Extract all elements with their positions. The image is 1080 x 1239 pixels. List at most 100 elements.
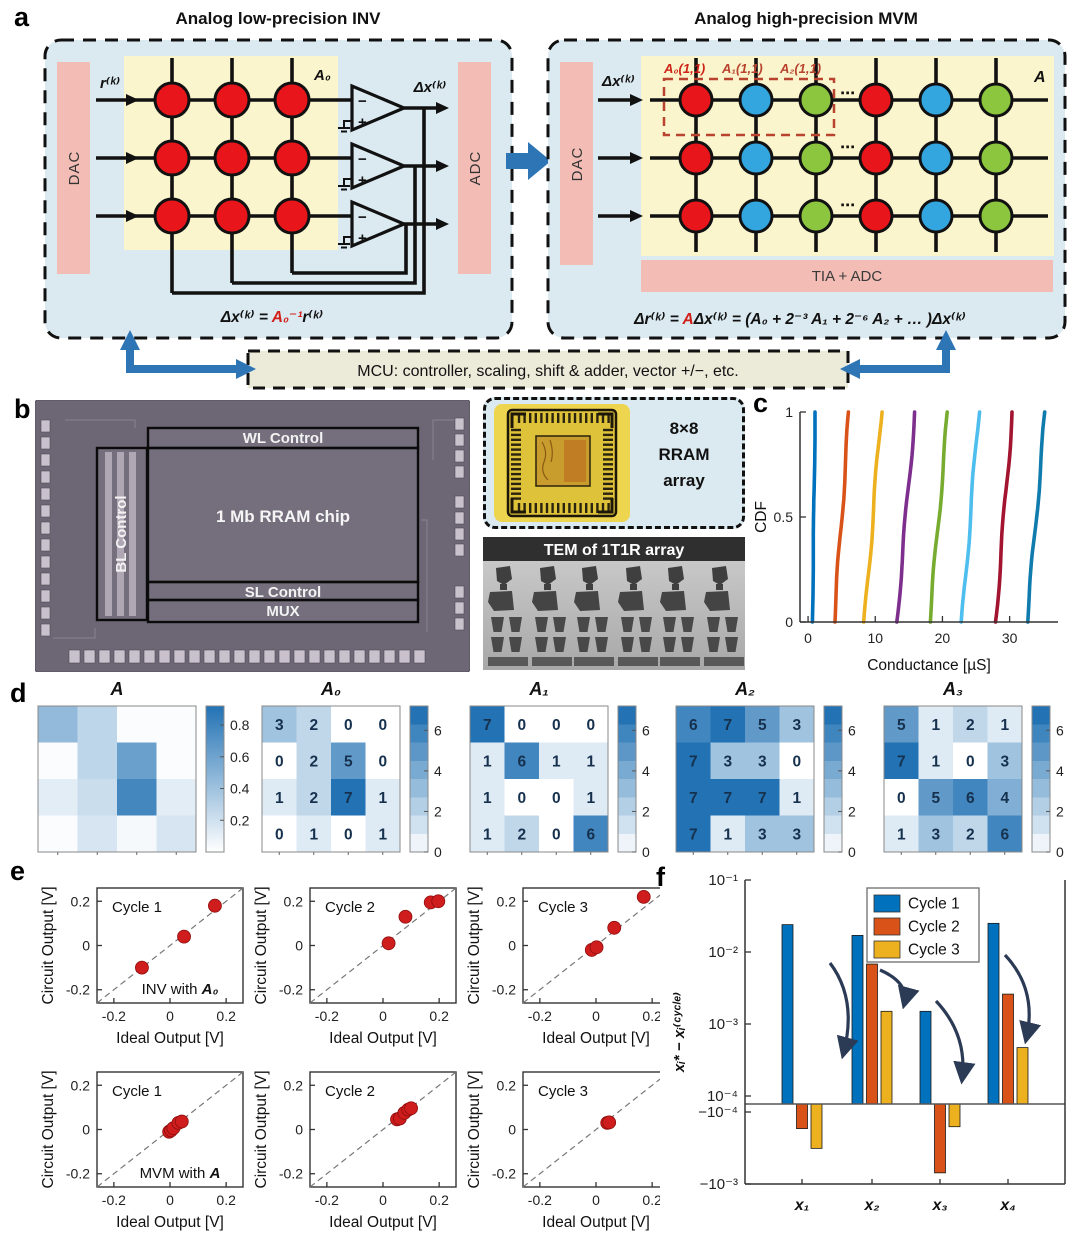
legend-label: Cycle 3 <box>908 942 960 959</box>
data-point <box>636 889 651 904</box>
tem-structures <box>488 566 744 666</box>
x-tick-label: 0.2 <box>216 1192 236 1208</box>
input-arrowhead-icon <box>630 94 643 106</box>
heatmap-cell-value: 3 <box>1000 753 1009 770</box>
heatmap-cell <box>262 779 297 816</box>
heatmap-cell <box>117 706 157 743</box>
heatmap-cell-value: 3 <box>792 717 801 734</box>
bond-pad <box>454 449 465 463</box>
panel-e-letter: e <box>10 856 26 886</box>
bar <box>987 922 1000 1105</box>
heatmap-cell <box>77 779 117 816</box>
tem-transistor <box>553 617 566 632</box>
heatmap-cell <box>504 815 539 852</box>
tem-transistor <box>491 617 504 632</box>
package-corner-mark <box>598 498 614 514</box>
inv-input-label: r⁽ᵏ⁾ <box>100 75 120 92</box>
colorbar-step <box>410 797 428 816</box>
colorbar-step <box>824 779 842 798</box>
y-tick-label: -0.2 <box>279 982 303 998</box>
bond-pad <box>454 433 465 447</box>
opamp-minus-sign: − <box>358 209 367 226</box>
bond-pad <box>40 623 51 637</box>
mvm-eq-post: Δx⁽ᵏ⁾ = (A₀ + 2⁻³ A₁ + 2⁻⁶ A₂ + … )Δx⁽ᵏ⁾ <box>693 311 966 328</box>
tem-transistor <box>621 637 634 652</box>
heatmap-cell <box>156 815 196 852</box>
colorbar-tick-label: 0.4 <box>230 781 250 797</box>
trend-arrow-icon <box>828 962 859 1060</box>
heatmap-cell <box>156 779 196 816</box>
bond-wire <box>549 439 553 463</box>
tem-metal-blob <box>574 591 600 611</box>
inv-equation: Δx⁽ᵏ⁾ = A₀⁻¹r⁽ᵏ⁾ <box>220 309 324 326</box>
rram-array-box: 8×8 RRAM array <box>483 397 745 529</box>
data-point <box>404 1101 418 1116</box>
x-tick-label: 0.2 <box>429 1008 449 1024</box>
heatmap-cell-value: 7 <box>758 790 767 807</box>
y-tick-label: 0.2 <box>284 1077 304 1093</box>
x-tick-label: 0 <box>166 1008 174 1024</box>
rram-cell <box>213 81 251 119</box>
package-corner-mark <box>510 412 526 428</box>
heatmap-cell-value: 7 <box>689 790 698 807</box>
bond-pad <box>40 589 51 603</box>
heatmap-cell <box>779 815 814 852</box>
panel-b-letter: b <box>14 394 31 424</box>
tem-via-neck <box>630 584 637 590</box>
heatmap-cell-value: 1 <box>586 790 595 807</box>
bond-pad <box>98 649 111 664</box>
panel-c-letter: c <box>753 388 769 418</box>
y-tick-label: 0.2 <box>71 1077 91 1093</box>
dac-right-label: DAC <box>569 147 586 182</box>
y-tick-label: −10⁻³ <box>700 1176 738 1193</box>
rram-cell <box>273 197 311 235</box>
heatmap-row: A 0.2 0.4 0.6 0.8 A₀ 3 2 0 0 0 2 5 0 1 2 7 1 0 1 0 1 0 2 4 6 A₁ 7 0 0… <box>37 679 1064 860</box>
mcu-right-arrowhead-up <box>936 330 956 350</box>
opamp-minus-sign: − <box>358 93 367 110</box>
heatmap-cell <box>745 815 780 852</box>
y-tick-label: -0.2 <box>66 982 90 998</box>
rram-cell <box>858 140 894 176</box>
heatmap-cell <box>676 742 711 779</box>
mcu-left-arrow-icon <box>120 330 256 379</box>
dac-left-bar <box>57 62 90 274</box>
colorbar-step <box>1032 797 1050 816</box>
rram-cell <box>978 140 1014 176</box>
y-tick-label: 0.2 <box>497 1077 517 1093</box>
x-axis-label: Ideal Output [V] <box>329 1030 437 1047</box>
ground-wire-icon <box>343 236 352 244</box>
heatmap-cell <box>470 742 505 779</box>
x-tick-label: 0 <box>804 630 812 646</box>
heatmap-cell <box>987 742 1022 779</box>
mcu-right-arrowhead-left <box>840 359 860 379</box>
tem-transistor <box>725 617 738 632</box>
chip-micrograph: WL Control BL Control 1 Mb RRAM chip SL … <box>35 400 470 672</box>
y-axis-label: CDF <box>753 501 770 533</box>
rram-cell <box>678 198 714 234</box>
tem-via <box>668 566 684 585</box>
heatmap-cell <box>262 706 297 743</box>
colorbar-tick-label: 6 <box>434 722 442 738</box>
bond-pad <box>454 601 465 615</box>
mvm-title: Analog high-precision MVM <box>694 9 918 28</box>
heatmap-title: A <box>110 679 124 699</box>
tem-bottom-layer <box>532 657 572 666</box>
heatmap-cell-value: 2 <box>309 717 318 734</box>
tem-bottom-layer <box>660 657 700 666</box>
opamp-icon <box>350 141 409 191</box>
y-tick-label: -0.2 <box>492 1166 516 1182</box>
rram-cell <box>213 139 251 177</box>
heatmap-cell <box>296 779 331 816</box>
tem-via <box>582 566 598 585</box>
heatmap-cell <box>365 815 400 852</box>
tem-transistor <box>639 637 652 652</box>
ellipsis-row1: ⋯ <box>840 85 855 102</box>
heatmap-title: A₁ <box>528 679 548 699</box>
heatmap-title: A₃ <box>942 679 963 699</box>
bar <box>851 935 864 1105</box>
mcu-left-arrow-shaft <box>126 346 238 373</box>
legend-label: Cycle 1 <box>908 896 960 913</box>
mvm-matrix-label: A <box>1033 69 1046 86</box>
heatmap-cell-value: 6 <box>586 826 595 843</box>
opamp-icon <box>350 199 409 249</box>
